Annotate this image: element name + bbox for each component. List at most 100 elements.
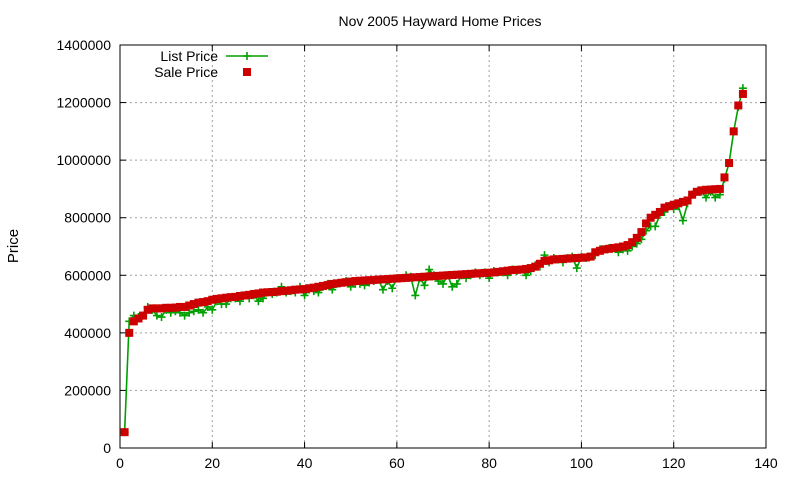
sale-price-point xyxy=(406,273,415,282)
sale-price-point xyxy=(471,269,480,278)
sale-price-point xyxy=(642,219,651,228)
sale-price-point xyxy=(734,101,743,110)
legend-label-list-price: List Price xyxy=(160,48,218,64)
sale-price-point xyxy=(660,203,669,212)
list-price-point xyxy=(199,308,208,317)
sale-price-point xyxy=(295,285,304,294)
sale-price-point xyxy=(628,238,637,247)
sale-price-point xyxy=(702,185,711,194)
x-tick-label: 80 xyxy=(481,455,497,471)
sale-price-point xyxy=(443,271,452,280)
sale-price-point xyxy=(305,284,314,293)
sale-price-point xyxy=(715,184,724,193)
sale-price-point xyxy=(720,173,729,182)
sale-price-point xyxy=(199,298,208,307)
y-tick-label: 1200000 xyxy=(56,95,111,111)
sale-price-point xyxy=(586,252,595,261)
sale-price-point xyxy=(503,266,512,275)
sale-price-point xyxy=(134,314,143,323)
x-tick-label: 120 xyxy=(662,455,686,471)
sale-price-point xyxy=(605,244,614,253)
y-axis: 0 200000 400000 600000 800000 1000000 1200000 1… xyxy=(56,37,766,456)
sale-price-point xyxy=(582,253,591,262)
sale-price-point xyxy=(563,254,572,263)
x-tick-label: 140 xyxy=(754,455,778,471)
list-price-point xyxy=(711,193,720,202)
sale-price-point xyxy=(498,267,507,276)
sale-price-point xyxy=(494,267,503,276)
sale-price-point xyxy=(508,266,517,275)
list-price-point xyxy=(379,285,388,294)
sale-price-point xyxy=(222,293,231,302)
sale-price-point xyxy=(540,256,549,265)
sale-price-point xyxy=(226,293,235,302)
sale-price-point xyxy=(545,256,554,265)
plot-area xyxy=(120,84,747,437)
list-price-point xyxy=(152,311,161,320)
sale-price-point xyxy=(692,187,701,196)
sale-price-point xyxy=(429,272,438,281)
sale-price-point xyxy=(282,286,291,295)
sale-price-point xyxy=(212,294,221,303)
sale-price-point xyxy=(171,303,180,312)
sale-price-point xyxy=(411,273,420,282)
sale-price-point xyxy=(577,253,586,262)
sale-price-point xyxy=(166,303,175,312)
sale-price-point xyxy=(439,271,447,280)
sale-price-point xyxy=(452,270,461,279)
sale-price-point xyxy=(595,246,604,255)
sale-price-point xyxy=(591,248,600,257)
sale-price-point xyxy=(194,298,203,307)
sale-price-point xyxy=(568,254,577,263)
y-tick-label: 800000 xyxy=(64,210,111,226)
list-price-point xyxy=(208,305,217,314)
list-price-point xyxy=(678,216,687,225)
sale-price-point xyxy=(526,264,535,273)
sale-price-point xyxy=(360,276,369,285)
list-price-point xyxy=(254,297,263,306)
x-tick-label: 100 xyxy=(570,455,594,471)
sale-price-point xyxy=(674,199,683,208)
sale-price-point xyxy=(646,213,655,222)
sale-price-point xyxy=(332,279,341,288)
sale-price-point xyxy=(554,255,563,264)
grid xyxy=(120,45,766,448)
list-price-point xyxy=(194,305,203,314)
list-price-point xyxy=(572,264,581,273)
series-sale-price xyxy=(120,89,747,437)
sale-price-point xyxy=(697,186,706,195)
sale-price-point xyxy=(309,283,318,292)
sale-price-point xyxy=(420,272,429,281)
sale-price-point xyxy=(337,278,346,287)
sale-price-point xyxy=(203,297,212,306)
y-tick-label: 1400000 xyxy=(56,37,111,53)
sale-price-point xyxy=(425,272,434,281)
plot-frame xyxy=(119,44,767,449)
list-price-point xyxy=(185,308,194,317)
sale-price-point xyxy=(711,185,720,194)
sale-price-point xyxy=(254,289,263,298)
sale-price-point xyxy=(291,285,300,294)
sale-price-point xyxy=(259,288,268,297)
sale-price-point xyxy=(480,268,489,277)
sale-price-point xyxy=(678,197,687,206)
sale-price-point xyxy=(129,317,138,326)
y-tick-label: 200000 xyxy=(64,382,111,398)
legend-marker-list-price xyxy=(243,52,251,60)
sale-price-point xyxy=(522,264,531,273)
sale-price-point xyxy=(457,270,466,279)
sale-price-point xyxy=(383,275,392,284)
sale-price-point xyxy=(162,303,171,312)
legend-marker-sale-price xyxy=(243,68,251,76)
list-price-point xyxy=(448,282,457,291)
sale-price-point xyxy=(277,287,286,296)
sale-price-point xyxy=(180,302,189,311)
x-tick-label: 40 xyxy=(297,455,313,471)
sale-price-point xyxy=(189,300,198,309)
sale-price-point xyxy=(346,277,355,286)
sale-price-point xyxy=(600,245,609,254)
sale-price-point xyxy=(651,210,660,219)
sale-price-point xyxy=(314,282,323,291)
sale-price-point xyxy=(268,287,277,296)
sale-price-point xyxy=(623,241,632,250)
